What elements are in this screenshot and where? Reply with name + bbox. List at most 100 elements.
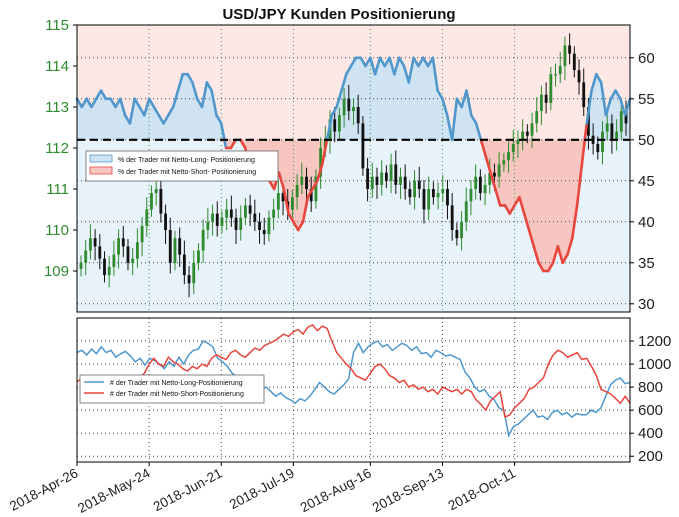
count-tick-label: 400 [638,425,663,442]
candle-body [178,238,182,255]
candle-body [586,107,590,136]
sentiment-segment [335,89,343,109]
bottom-frame [76,317,631,463]
candle-body [408,189,412,198]
sentiment-segment [99,89,108,101]
legend-swatch [89,166,113,175]
candle-body [446,189,449,206]
sentiment-segment [340,72,348,92]
sentiment-segment [388,56,396,76]
candle-body [436,193,440,198]
sentiment-segment [532,245,540,265]
candle-body [417,180,421,189]
candle-body [577,70,581,83]
candle-body [413,180,416,198]
candle-body [140,225,144,243]
candle-body [272,209,276,218]
sentiment-segment [152,105,161,117]
candle-body [281,193,285,202]
candle-body [295,184,299,198]
sentiment-segment [306,187,314,199]
candle-body [394,164,398,185]
sentiment-segment [551,245,560,265]
date-tick-label: 2018-Jul-19 [227,465,297,512]
sentiment-segment [373,56,382,76]
candle-body [474,176,478,189]
candle-body [201,230,205,251]
sentiment-segment [320,138,329,166]
sentiment-segment [176,72,185,92]
candle-body [422,189,426,210]
candle-body [605,123,609,132]
candle-body [98,246,102,259]
sentiment-segment [460,89,468,109]
sentiment-segment [147,97,156,109]
sentiment-segment [527,228,536,248]
candle-body [619,111,623,132]
left-tick-label: 110 [45,222,69,239]
candle-body [516,139,520,144]
sentiment-segment [215,113,223,125]
candle-body [126,246,130,263]
sentiment-segment [489,171,497,191]
legend-label: % der Trader mit Netto-Short- Positionie… [118,169,256,176]
candle-body [225,209,229,218]
sentiment-segment [378,56,387,68]
sentiment-segment [609,89,617,101]
candle-body [150,193,153,210]
date-tick-label: 2018-Sep-13 [370,465,446,515]
left-tick-label: 111 [46,181,69,198]
candle-body [502,160,506,165]
candle-body [347,98,351,112]
candle-body [596,143,600,153]
sentiment-segment [441,97,449,117]
top-frame [76,24,631,313]
sentiment-segment [210,89,218,117]
candle-body [431,189,435,198]
candle-body [582,82,586,107]
candle-body [314,176,318,202]
sentiment-segment [522,212,531,232]
candle-body [540,94,543,112]
candle-body [441,189,445,194]
sentiment-segment [344,64,353,76]
sentiment-segment [186,72,194,84]
candle-body [248,205,252,214]
count-tick-label: 1200 [638,333,671,350]
candle-body [220,217,224,226]
sentiment-segment [162,113,170,125]
legend-box [79,374,265,404]
sentiment-segment [311,179,319,191]
candle-body [525,131,529,136]
sentiment-segment [580,122,589,166]
sentiment-segment [436,89,444,101]
sentiment-segment [412,56,420,68]
right-tick-label: 60 [638,50,655,67]
candle-body [182,254,186,276]
sentiment-segment [94,89,103,101]
candle-body [135,242,139,259]
candle-body [352,107,355,112]
candle-body [535,111,539,124]
candle-body [601,131,604,153]
legend-swatch [89,154,113,163]
candle-body [229,209,233,218]
candle-body [455,230,459,239]
candle-body [197,250,200,263]
right-tick-label: 55 [638,91,655,108]
sentiment-segment [585,89,593,125]
candle-body [211,213,214,222]
sentiment-segment [604,97,613,117]
sentiment-segment [75,97,84,109]
candle-body [493,172,496,177]
sentiment-segment [118,97,127,117]
candle-body [215,213,219,226]
sentiment-segment [359,56,367,68]
candle-body [384,172,388,181]
sentiment-segment [484,154,492,174]
candle-body [117,238,121,255]
date-tick-label: 2018-Oct-11 [446,465,518,513]
candle-body [258,221,261,230]
candle-body [145,209,149,226]
